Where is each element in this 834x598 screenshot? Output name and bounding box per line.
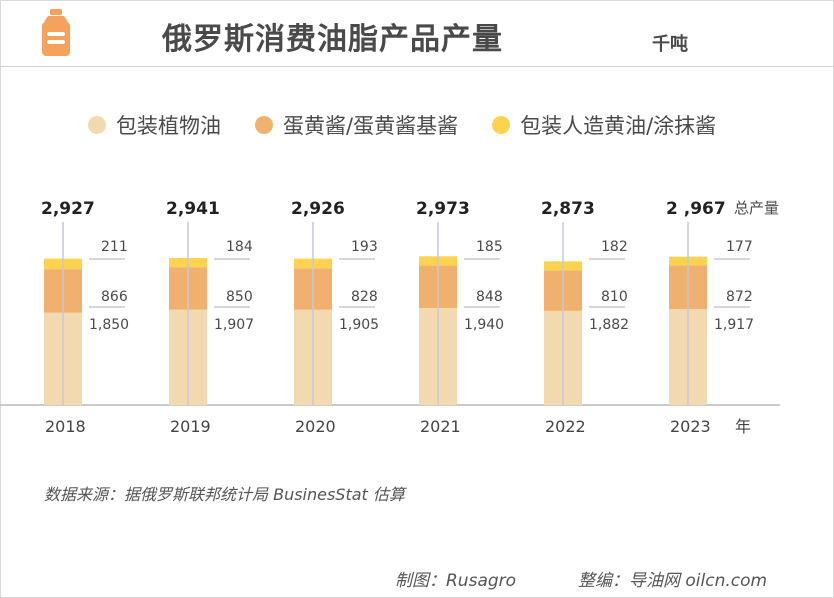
value-label-vegetable-oil-2019: 1,907 <box>214 317 254 333</box>
x-tick-label-2023: 2023 <box>670 417 711 436</box>
x-tick-label-2018: 2018 <box>45 417 86 436</box>
legend-item-mayonnaise: 蛋黄酱/蛋黄酱基酱 <box>255 110 458 140</box>
data-source-note: 数据来源：据俄罗斯联邦统计局 BusinesStat 估算 <box>44 485 405 504</box>
chart-header: 俄罗斯消费油脂产品产量 千吨 <box>0 0 834 67</box>
x-tick-label-2020: 2020 <box>295 417 336 436</box>
legend-item-vegetable-oil: 包装植物油 <box>88 110 221 140</box>
total-label-2020: 2,926 <box>291 199 345 219</box>
chart-credit: 制图：Rusagro <box>395 571 517 591</box>
stacked-bar-chart: 总产量 2,927 211 866 1,850 2018 2,941 184 850 1,907 2… <box>0 199 780 436</box>
value-label-margarine-2018: 211 <box>101 239 128 255</box>
total-output-header: 总产量 <box>734 199 779 217</box>
total-label-2019: 2,941 <box>166 199 220 219</box>
value-label-mayonnaise-2020: 828 <box>351 289 378 305</box>
value-label-margarine-2020: 193 <box>351 239 378 255</box>
value-label-margarine-2019: 184 <box>226 239 253 255</box>
legend-item-margarine: 包装人造黄油/涂抹酱 <box>492 110 716 140</box>
value-label-margarine-2021: 185 <box>476 239 503 255</box>
value-label-vegetable-oil-2020: 1,905 <box>339 317 379 333</box>
value-label-mayonnaise-2023: 872 <box>726 289 753 305</box>
total-label-2018: 2,927 <box>41 199 95 219</box>
value-label-mayonnaise-2021: 848 <box>476 289 503 305</box>
x-tick-label-2021: 2021 <box>420 417 461 436</box>
legend-label-mayonnaise: 蛋黄酱/蛋黄酱基酱 <box>283 114 459 138</box>
value-label-margarine-2022: 182 <box>601 239 628 255</box>
x-tick-label-2019: 2019 <box>170 417 211 436</box>
value-label-mayonnaise-2019: 850 <box>226 289 253 305</box>
total-label-2022: 2,873 <box>541 199 595 219</box>
value-label-vegetable-oil-2021: 1,940 <box>464 317 504 333</box>
value-label-mayonnaise-2018: 866 <box>101 289 128 305</box>
legend-label-vegetable-oil: 包装植物油 <box>116 114 221 138</box>
value-label-vegetable-oil-2018: 1,850 <box>89 317 129 333</box>
total-label-2023: 2 ,967 <box>666 199 726 219</box>
oil-bottle-icon <box>42 9 70 56</box>
editor-credit: 整编：导油网 oilcn.com <box>578 571 768 591</box>
legend-label-margarine: 包装人造黄油/涂抹酱 <box>520 114 717 138</box>
x-axis-unit-label: 年 <box>735 417 751 436</box>
legend-swatch-vegetable-oil <box>88 116 106 134</box>
x-tick-label-2022: 2022 <box>545 417 586 436</box>
legend-swatch-mayonnaise <box>255 116 273 134</box>
total-label-2021: 2,973 <box>416 199 470 219</box>
unit-label: 千吨 <box>652 34 688 55</box>
page-title: 俄罗斯消费油脂产品产量 <box>162 22 503 57</box>
value-label-mayonnaise-2022: 810 <box>601 289 628 305</box>
value-label-vegetable-oil-2022: 1,882 <box>589 317 629 333</box>
value-label-margarine-2023: 177 <box>726 239 753 255</box>
value-label-vegetable-oil-2023: 1,917 <box>714 317 754 333</box>
chart-legend: 包装植物油 蛋黄酱/蛋黄酱基酱 包装人造黄油/涂抹酱 <box>88 110 750 140</box>
legend-swatch-margarine <box>492 116 511 134</box>
